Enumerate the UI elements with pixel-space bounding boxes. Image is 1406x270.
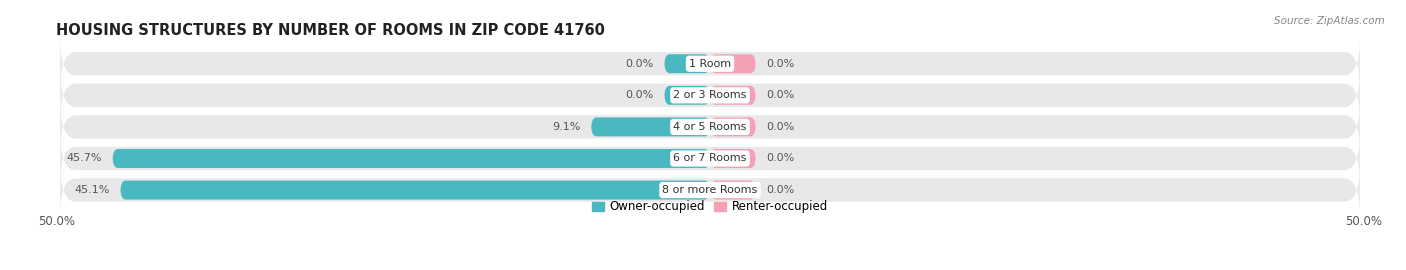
Text: 45.7%: 45.7% [66, 153, 103, 163]
Text: 0.0%: 0.0% [766, 153, 794, 163]
Text: 2 or 3 Rooms: 2 or 3 Rooms [673, 90, 747, 100]
Text: 6 or 7 Rooms: 6 or 7 Rooms [673, 153, 747, 163]
FancyBboxPatch shape [60, 38, 1360, 90]
Text: 0.0%: 0.0% [626, 90, 654, 100]
Text: Source: ZipAtlas.com: Source: ZipAtlas.com [1274, 16, 1385, 26]
FancyBboxPatch shape [664, 86, 710, 105]
Text: 4 or 5 Rooms: 4 or 5 Rooms [673, 122, 747, 132]
Text: HOUSING STRUCTURES BY NUMBER OF ROOMS IN ZIP CODE 41760: HOUSING STRUCTURES BY NUMBER OF ROOMS IN… [56, 23, 605, 38]
Text: 0.0%: 0.0% [766, 122, 794, 132]
FancyBboxPatch shape [60, 132, 1360, 185]
FancyBboxPatch shape [710, 181, 756, 200]
Legend: Owner-occupied, Renter-occupied: Owner-occupied, Renter-occupied [586, 196, 834, 218]
Text: 1 Room: 1 Room [689, 59, 731, 69]
Text: 45.1%: 45.1% [75, 185, 110, 195]
FancyBboxPatch shape [112, 149, 710, 168]
Text: 0.0%: 0.0% [766, 90, 794, 100]
Text: 0.0%: 0.0% [766, 59, 794, 69]
Text: 9.1%: 9.1% [553, 122, 581, 132]
FancyBboxPatch shape [591, 117, 710, 136]
FancyBboxPatch shape [710, 117, 756, 136]
FancyBboxPatch shape [60, 164, 1360, 216]
FancyBboxPatch shape [60, 69, 1360, 122]
Text: 8 or more Rooms: 8 or more Rooms [662, 185, 758, 195]
FancyBboxPatch shape [121, 181, 710, 200]
FancyBboxPatch shape [710, 86, 756, 105]
FancyBboxPatch shape [710, 149, 756, 168]
Text: 0.0%: 0.0% [766, 185, 794, 195]
FancyBboxPatch shape [710, 54, 756, 73]
FancyBboxPatch shape [60, 101, 1360, 153]
FancyBboxPatch shape [664, 54, 710, 73]
Text: 0.0%: 0.0% [626, 59, 654, 69]
